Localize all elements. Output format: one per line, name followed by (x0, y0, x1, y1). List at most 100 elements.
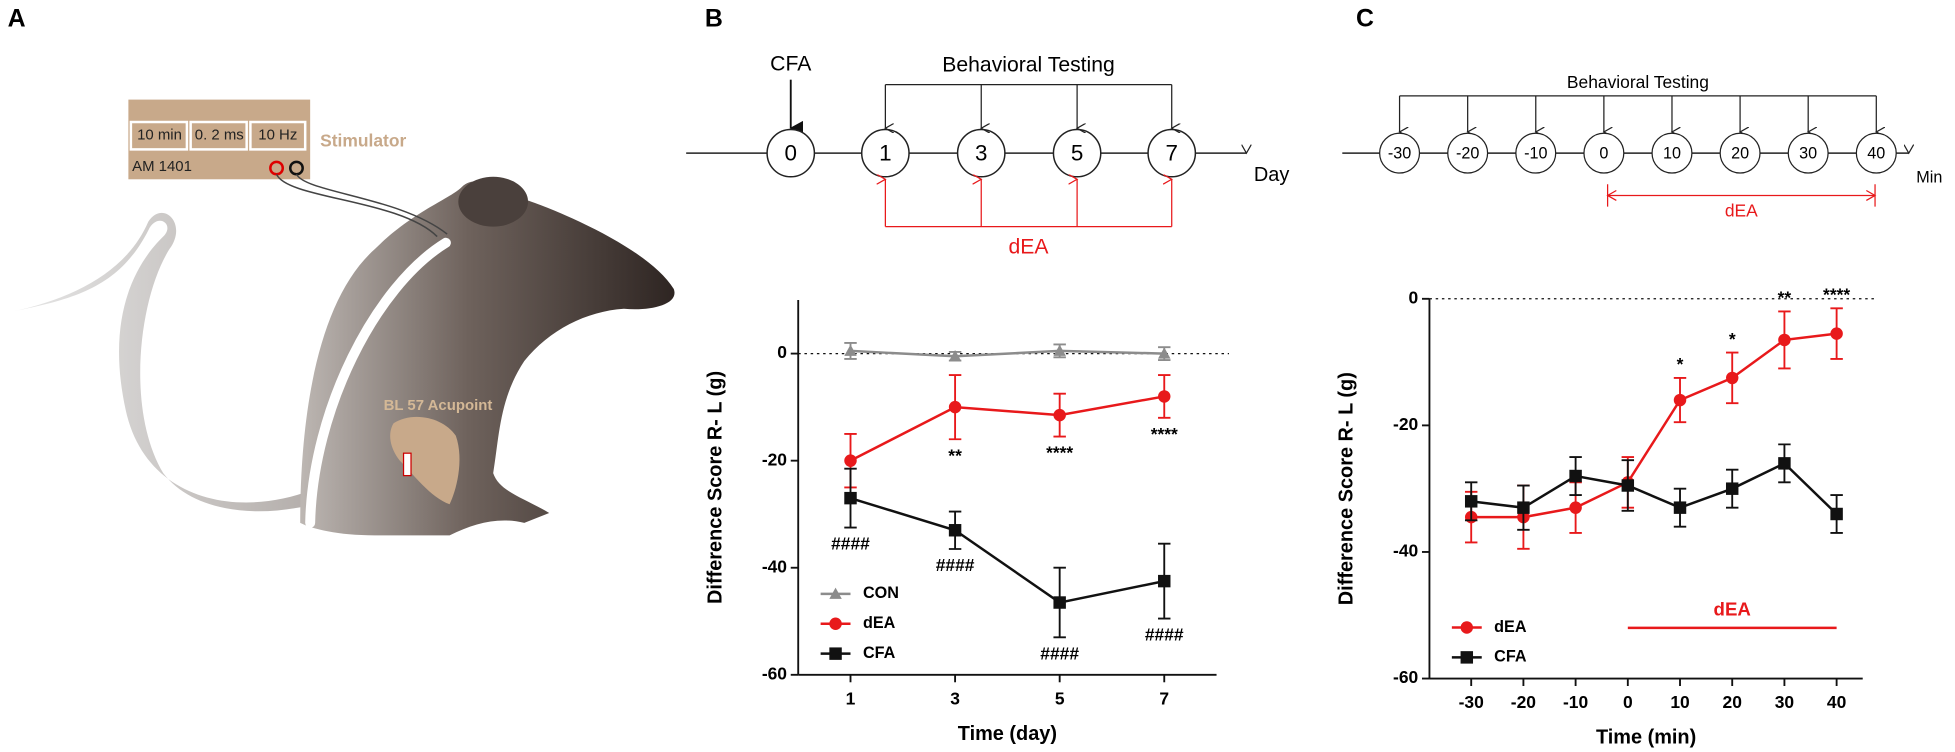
series-line (1471, 461, 1838, 515)
timepoint-label: 7 (1165, 140, 1177, 165)
timepoint (766, 128, 816, 178)
series-line (850, 349, 1165, 358)
unit-label: Min (1916, 168, 1942, 186)
y-tick-label: 0 (1409, 287, 1419, 307)
timepoint-label: -30 (1388, 145, 1411, 163)
point (1053, 344, 1066, 356)
timepoint-label: 30 (1799, 145, 1817, 163)
timepoint (1787, 132, 1829, 174)
treatment-label: dEA (1009, 235, 1050, 258)
point (1158, 347, 1171, 359)
significance-label: * (1677, 354, 1684, 374)
legend-label: CFA (863, 644, 896, 662)
point (1158, 390, 1171, 403)
y-axis-label: Difference Score R- L (g) (704, 371, 726, 604)
point (844, 344, 857, 356)
x-tick-label: 5 (1055, 688, 1065, 708)
x-tick-label: 10 (1670, 692, 1689, 712)
significance-label: ** (1778, 288, 1792, 308)
significance-label: ** (948, 445, 962, 465)
y-tick-label: -40 (762, 556, 787, 576)
significance-label: #### (1145, 625, 1184, 645)
legend-marker (829, 647, 842, 660)
y-tick-label: -60 (762, 663, 787, 683)
point (1725, 482, 1739, 495)
panel-label: C (1356, 4, 1374, 32)
timepoint-label: 0 (1599, 145, 1608, 163)
acupoint-label: BL 57 Acupoint (384, 397, 493, 414)
point (1673, 501, 1687, 514)
stimulator-box (128, 99, 311, 180)
timepoint (1719, 132, 1761, 174)
legend-marker (1460, 621, 1474, 634)
timepoint (1855, 132, 1897, 174)
legend-marker (1460, 651, 1474, 664)
x-tick-label: -10 (1563, 692, 1588, 712)
timepoint (1379, 132, 1421, 174)
y-tick-label: -40 (1393, 541, 1418, 561)
point (844, 454, 857, 467)
timepoint (1651, 132, 1693, 174)
x-axis-label: Time (day) (958, 723, 1057, 745)
legend-label: CFA (1494, 648, 1527, 666)
needle (402, 452, 412, 477)
point (1517, 501, 1530, 514)
legend-marker (829, 617, 842, 630)
point (948, 524, 962, 537)
panel-label: B (705, 4, 723, 32)
x-tick-label: 7 (1159, 688, 1169, 708)
x-tick-label: 0 (1623, 692, 1633, 712)
legend-label: dEA (1494, 618, 1527, 636)
point (1778, 333, 1791, 347)
point (1464, 495, 1478, 508)
significance-label: **** (1046, 443, 1073, 463)
x-tick-label: 3 (950, 688, 960, 708)
acupoint-area (390, 416, 460, 505)
timepoint-label: 1 (879, 140, 891, 165)
series-line (1471, 332, 1837, 519)
setting-box (189, 120, 248, 151)
point (1569, 501, 1582, 514)
timepoint-label: 10 (1663, 145, 1681, 163)
y-tick-label: -20 (762, 449, 787, 469)
setting-box (129, 120, 189, 151)
legend-label: CON (863, 584, 899, 602)
treatment-arrowheads (1606, 184, 1877, 207)
point (948, 350, 962, 362)
timepoint-label: 20 (1731, 145, 1749, 163)
point (1830, 507, 1843, 521)
setting-text: 10 Hz (258, 127, 297, 144)
x-tick-label: -20 (1511, 692, 1536, 712)
mouse-illustration: 10 min 0. 2 ms 10 Hz AM 1401 Stimulator … (13, 99, 675, 536)
electrode-path (305, 237, 451, 528)
point (1569, 469, 1582, 483)
stimulator-model: AM 1401 (132, 158, 192, 175)
series-line (850, 496, 1165, 604)
legend-label: dEA (863, 614, 896, 632)
timepoint-label: 3 (975, 140, 987, 165)
setting-text: 0. 2 ms (195, 127, 244, 144)
timepoint-label: 5 (1071, 140, 1083, 165)
significance-label: **** (1151, 424, 1178, 444)
x-axis-label: Time (min) (1596, 727, 1696, 749)
timepoint-label: 0 (785, 140, 797, 165)
setting-text: 10 min (137, 127, 182, 144)
point (948, 400, 962, 414)
x-tick-label: 1 (846, 688, 856, 708)
x-tick-label: 40 (1827, 692, 1846, 712)
testing-label: Behavioral Testing (942, 54, 1115, 77)
timepoint-label: -10 (1524, 145, 1547, 163)
point (1673, 393, 1687, 407)
x-tick-label: 30 (1775, 692, 1794, 712)
y-tick-label: -60 (1393, 667, 1418, 687)
treatment-label: dEA (1725, 200, 1758, 220)
series-line (849, 395, 1165, 462)
timepoint-label: 40 (1867, 145, 1885, 163)
setting-box (249, 120, 307, 151)
point (1830, 327, 1843, 340)
significance-label: * (1729, 329, 1736, 349)
event-label: CFA (770, 52, 812, 75)
period-label: dEA (1714, 598, 1751, 619)
wire (275, 173, 448, 238)
